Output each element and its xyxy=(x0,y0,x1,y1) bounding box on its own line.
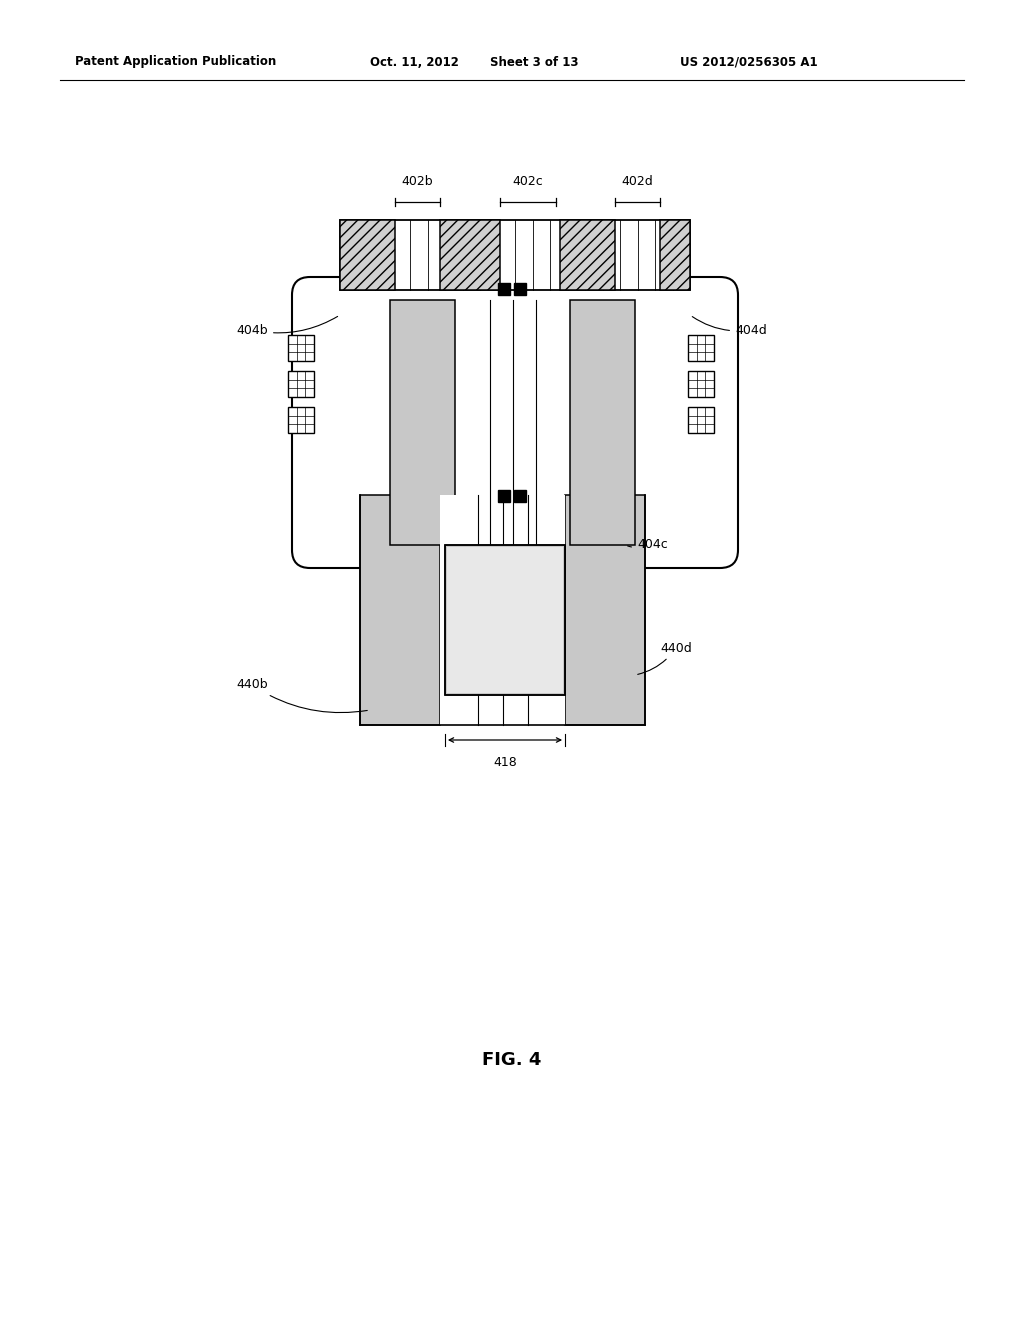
Bar xyxy=(565,495,645,725)
Text: 404b: 404b xyxy=(237,317,338,337)
Text: 440d: 440d xyxy=(638,642,692,675)
Bar xyxy=(288,407,314,433)
Text: US 2012/0256305 A1: US 2012/0256305 A1 xyxy=(680,55,817,69)
Bar xyxy=(440,495,565,725)
Bar xyxy=(514,282,526,294)
Bar xyxy=(360,495,440,725)
Bar xyxy=(288,371,314,397)
Bar xyxy=(688,371,714,397)
Bar xyxy=(445,545,565,696)
Text: 404c: 404c xyxy=(628,539,668,552)
Bar xyxy=(340,220,690,290)
Bar xyxy=(560,220,615,290)
Bar xyxy=(390,300,455,545)
Bar xyxy=(447,546,563,693)
Text: FIG. 4: FIG. 4 xyxy=(482,1051,542,1069)
Bar xyxy=(570,300,635,545)
Bar xyxy=(660,220,690,290)
Bar xyxy=(455,300,570,545)
Text: 402c: 402c xyxy=(513,176,544,187)
Bar xyxy=(445,545,565,696)
Text: Oct. 11, 2012: Oct. 11, 2012 xyxy=(370,55,459,69)
Text: 404d: 404d xyxy=(692,317,767,337)
Bar xyxy=(440,220,500,290)
Text: Patent Application Publication: Patent Application Publication xyxy=(75,55,276,69)
Text: 450a: 450a xyxy=(489,710,521,723)
Text: 402b: 402b xyxy=(401,176,433,187)
Bar xyxy=(288,335,314,360)
Bar xyxy=(688,335,714,360)
Bar xyxy=(340,220,395,290)
Text: 402d: 402d xyxy=(622,176,653,187)
Text: 418: 418 xyxy=(494,756,517,770)
Bar xyxy=(514,490,526,502)
Bar xyxy=(498,282,510,294)
FancyBboxPatch shape xyxy=(292,277,738,568)
Text: Sheet 3 of 13: Sheet 3 of 13 xyxy=(490,55,579,69)
Text: 440b: 440b xyxy=(237,678,368,713)
Bar xyxy=(498,490,510,502)
Bar xyxy=(688,407,714,433)
